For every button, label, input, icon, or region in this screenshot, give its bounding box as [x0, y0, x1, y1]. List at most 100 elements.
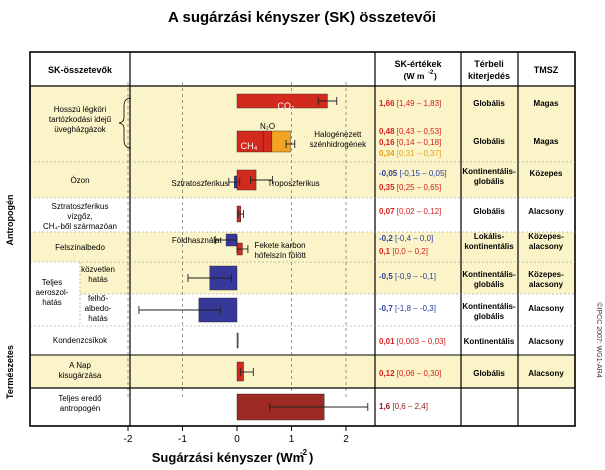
value-range: [1,49 – 1,83] [397, 99, 441, 108]
losu-entry: alacsony [529, 242, 564, 251]
header-values-sup: -2 [428, 70, 434, 76]
header-extent: kiterjedés [468, 71, 510, 81]
value-main: -0,5 [379, 272, 395, 281]
value-entry: 0,1 [0,0 – 0,2] [379, 247, 428, 256]
losu-entry: Alacsony [528, 337, 564, 346]
row-label: vízgőz, [67, 212, 92, 221]
row-shade [30, 162, 575, 198]
losu-entry: Közepes [530, 169, 563, 178]
extent-entry: Kontinentális- [462, 167, 516, 176]
extent-entry: globális [474, 312, 505, 321]
x-axis-label-end: ) [309, 450, 313, 465]
x-axis-label: Sugárzási kényszer (Wm [152, 450, 304, 465]
value-main: 0,16 [379, 138, 397, 147]
bar [271, 130, 291, 153]
value-entry: -0,7 [-1,8 – -0,3] [379, 304, 436, 313]
value-range: [-0,15 – 0,05] [399, 169, 446, 178]
value-range: [0,25 – 0,65] [397, 183, 441, 192]
annotation-tropospheric: Troposzferikus [268, 179, 320, 188]
losu-entry: alacsony [529, 280, 564, 289]
value-main: -0,7 [379, 304, 395, 313]
bar-label-ch4: CH₄ [241, 141, 258, 151]
row-label: Hosszú légköri [54, 105, 107, 114]
group-label-anthropogenic: Antropogén [5, 195, 15, 246]
extent-entry: Globális [473, 207, 505, 216]
value-entry: 0,01 [0,003 – 0,03] [379, 337, 446, 346]
losu-entry: Magas [534, 137, 559, 146]
extent-entry: Globális [473, 137, 505, 146]
annotation-stratospheric: Sztratoszferikus [171, 179, 228, 188]
value-main: 1,6 [379, 402, 392, 411]
extent-entry: Kontinentális- [462, 302, 516, 311]
value-entry: 1,66 [1,49 – 1,83] [379, 99, 441, 108]
value-entry: -0,05 [-0,15 – 0,05] [379, 169, 447, 178]
row-label: CH₄-ből származóan [43, 222, 117, 231]
value-range: [-0,9 – -0,1] [395, 272, 436, 281]
annotation-land-use: Földhasználat [172, 236, 223, 245]
losu-entry: Alacsony [528, 369, 564, 378]
row-label: Teljes [42, 278, 62, 287]
value-main: 0,12 [379, 369, 397, 378]
row-label: tartózkodási idejű [49, 115, 112, 124]
annotation-halocarbons: Halogénezett [314, 130, 362, 139]
losu-entry: Alacsony [528, 207, 564, 216]
value-range: [0,06 – 0,30] [397, 369, 441, 378]
row-label: kisugárzása [59, 371, 102, 380]
row-shade [375, 262, 575, 294]
value-range: [0,31 – 0,37] [397, 149, 441, 158]
x-tick-label: -1 [178, 434, 187, 445]
annotation-halocarbons: szénhidrogének [310, 140, 367, 149]
annotation-n2o: N₂O [260, 122, 275, 131]
header-losu: TMSZ [534, 65, 559, 75]
header-values: SK-értékek [394, 59, 442, 69]
bar-label-co2: CO₂ [278, 101, 296, 111]
copyright: ©IPCC 2007: WG1-AR4 [595, 302, 603, 377]
row-shade [30, 355, 575, 388]
header-values-end: ) [434, 71, 437, 81]
header-values-unit: (W m [404, 71, 425, 81]
value-range: [0,14 – 0,18] [397, 138, 441, 147]
extent-entry: Globális [473, 99, 505, 108]
x-axis-label-sup: -2 [300, 448, 308, 457]
bar [236, 332, 239, 349]
row-label: Sztratoszferikus [52, 202, 109, 211]
value-range: [0,0 – 0,2] [392, 247, 428, 256]
row-label: antropogén [60, 404, 100, 413]
extent-entry: kontinentális [464, 242, 514, 251]
value-entry: 0,48 [0,43 – 0,53] [379, 127, 441, 136]
row-label: Teljes eredő [58, 394, 102, 403]
value-main: -0,05 [379, 169, 399, 178]
chart-title: A sugárzási kényszer (SK) összetevői [168, 9, 436, 26]
group-label-natural: Természetes [5, 345, 15, 399]
extent-entry: Kontinentális- [462, 270, 516, 279]
value-main: 0,07 [379, 207, 397, 216]
header-extent: Térbeli [474, 59, 504, 69]
value-range: [0,43 – 0,53] [397, 127, 441, 136]
value-entry: -0,5 [-0,9 – -0,1] [379, 272, 436, 281]
row-label: Kondenzcsíkok [53, 336, 108, 345]
extent-entry: globális [474, 177, 505, 186]
value-entry: 0,07 [0,02 – 0,12] [379, 207, 441, 216]
value-range: [-0,4 – 0,0] [395, 234, 433, 243]
value-range: [0,6 – 2,4] [392, 402, 428, 411]
row-sublabel: hatás [88, 275, 108, 284]
value-main: 0,48 [379, 127, 397, 136]
row-label: A Nap [69, 361, 91, 370]
value-main: 0,35 [379, 183, 397, 192]
value-entry: 0,34 [0,31 – 0,37] [379, 149, 441, 158]
losu-entry: Közepes- [528, 270, 564, 279]
value-entry: 0,35 [0,25 – 0,65] [379, 183, 441, 192]
value-main: 1,66 [379, 99, 397, 108]
value-range: [0,003 – 0,03] [397, 337, 446, 346]
annotation-black-carbon: Fekete karbon [254, 241, 305, 250]
row-sublabel: felhő- [88, 294, 108, 303]
losu-entry: Magas [534, 99, 559, 108]
x-tick-label: 2 [343, 434, 349, 445]
brace [118, 97, 132, 149]
annotation-black-carbon: hófelszín fölött [254, 251, 306, 260]
header-component: SK-összetevők [48, 65, 113, 75]
row-sublabel: hatás [88, 314, 108, 323]
value-main: 0,01 [379, 337, 397, 346]
value-main: -0,2 [379, 234, 395, 243]
